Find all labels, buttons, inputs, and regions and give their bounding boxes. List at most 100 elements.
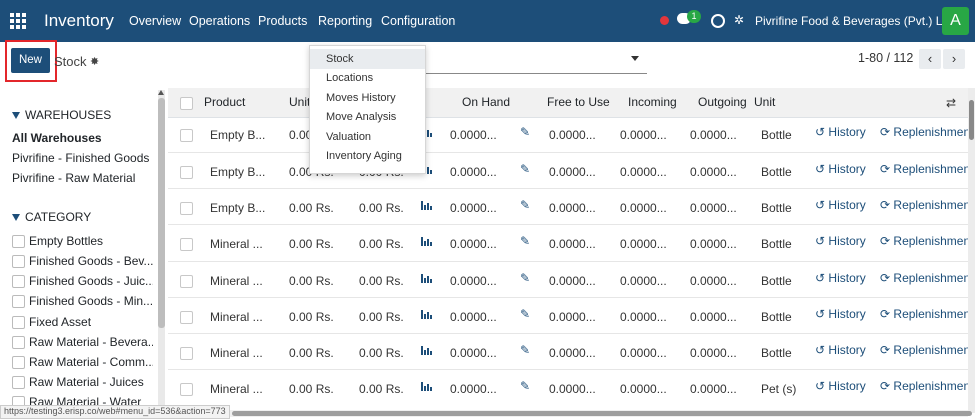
history-button[interactable]: ↺ History	[815, 162, 866, 176]
column-unit-cost[interactable]: Unit	[289, 95, 311, 109]
cell-product[interactable]: Empty B...	[210, 201, 266, 215]
chevron-down-icon[interactable]	[631, 56, 639, 61]
table-scrollbar[interactable]	[968, 88, 975, 413]
menu-item-inventory-aging[interactable]: Inventory Aging	[326, 150, 402, 162]
replenishment-button[interactable]: ⟳ Replenishmen	[880, 125, 970, 139]
row-checkbox[interactable]	[180, 275, 193, 288]
company-switcher[interactable]: Pivrifine Food & Beverages (Pvt.) Ltd.	[755, 14, 956, 28]
select-all-checkbox[interactable]	[180, 97, 193, 110]
category-item[interactable]: Raw Material - Comm...	[29, 355, 153, 369]
gear-icon[interactable]: ✸	[90, 56, 100, 68]
forecast-chart-icon[interactable]	[421, 310, 432, 319]
menu-overview[interactable]: Overview	[129, 14, 182, 28]
new-button[interactable]: New	[11, 48, 50, 73]
forecast-chart-icon[interactable]	[421, 201, 432, 210]
forecast-chart-icon[interactable]	[421, 346, 432, 355]
avatar[interactable]: A	[942, 7, 969, 35]
pager-prev-button[interactable]: ‹	[919, 49, 941, 69]
replenishment-button[interactable]: ⟳ Replenishmen	[880, 271, 970, 285]
category-checkbox[interactable]	[12, 295, 25, 308]
column-incoming[interactable]: Incoming	[628, 95, 677, 109]
sidebar-scroll-thumb[interactable]	[158, 98, 165, 328]
menu-item-moves-history[interactable]: Moves History	[326, 92, 396, 104]
row-checkbox[interactable]	[180, 166, 193, 179]
history-button[interactable]: ↺ History	[815, 343, 866, 357]
pager-value[interactable]: 1-80 / 112	[858, 51, 914, 65]
sidebar-item-all-warehouses[interactable]: All Warehouses	[12, 131, 102, 145]
category-checkbox[interactable]	[12, 336, 25, 349]
chat-icon[interactable]	[677, 13, 691, 24]
category-item[interactable]: Finished Goods - Bev...	[29, 254, 153, 268]
forecast-chart-icon[interactable]	[421, 274, 432, 283]
category-item[interactable]: Finished Goods - Min...	[29, 294, 153, 308]
scroll-up-icon[interactable]	[158, 90, 164, 95]
replenishment-button[interactable]: ⟳ Replenishmen	[880, 307, 970, 321]
app-title[interactable]: Inventory	[44, 11, 114, 30]
history-button[interactable]: ↺ History	[815, 307, 866, 321]
menu-operations[interactable]: Operations	[189, 14, 251, 28]
settings-tools-icon[interactable]: ✲	[734, 13, 745, 27]
history-button[interactable]: ↺ History	[815, 271, 866, 285]
replenishment-button[interactable]: ⟳ Replenishmen	[880, 198, 970, 212]
history-button[interactable]: ↺ History	[815, 125, 866, 139]
apps-grid-icon[interactable]	[10, 13, 26, 29]
menu-item-move-analysis[interactable]: Move Analysis	[326, 111, 397, 123]
category-checkbox[interactable]	[12, 316, 25, 329]
column-unit[interactable]: Unit	[754, 95, 776, 109]
menu-products[interactable]: Products	[258, 14, 308, 28]
menu-item-stock[interactable]: Stock	[310, 49, 425, 69]
pencil-icon[interactable]: ✎	[520, 343, 531, 357]
pencil-icon[interactable]: ✎	[520, 307, 531, 321]
category-checkbox[interactable]	[12, 255, 25, 268]
forecast-chart-icon[interactable]	[421, 382, 432, 391]
sidebar-item-raw-material[interactable]: Pivrifine - Raw Material	[12, 171, 136, 185]
pencil-icon[interactable]: ✎	[520, 198, 531, 212]
cell-product[interactable]: Empty B...	[210, 165, 266, 179]
row-checkbox[interactable]	[180, 129, 193, 142]
pager-next-button[interactable]: ›	[943, 49, 965, 69]
search-input[interactable]	[425, 73, 647, 74]
horizontal-scroll-thumb[interactable]	[232, 411, 972, 416]
row-checkbox[interactable]	[180, 311, 193, 324]
category-item[interactable]: Empty Bottles	[29, 234, 104, 248]
column-free-to-use[interactable]: Free to Use	[547, 95, 610, 109]
pencil-icon[interactable]: ✎	[520, 234, 531, 248]
forecast-chart-icon[interactable]	[421, 237, 432, 246]
menu-item-valuation[interactable]: Valuation	[326, 131, 372, 143]
table-scroll-thumb[interactable]	[969, 100, 974, 140]
category-checkbox[interactable]	[12, 356, 25, 369]
row-checkbox[interactable]	[180, 238, 193, 251]
pencil-icon[interactable]: ✎	[520, 271, 531, 285]
column-on-hand[interactable]: On Hand	[462, 95, 511, 109]
replenishment-button[interactable]: ⟳ Replenishmen	[880, 234, 970, 248]
column-outgoing[interactable]: Outgoing	[698, 95, 747, 109]
row-checkbox[interactable]	[180, 383, 193, 396]
cell-product[interactable]: Mineral ...	[210, 382, 263, 396]
menu-configuration[interactable]: Configuration	[381, 14, 456, 28]
row-checkbox[interactable]	[180, 202, 193, 215]
column-product[interactable]: Product	[204, 95, 246, 109]
row-checkbox[interactable]	[180, 347, 193, 360]
cell-product[interactable]: Empty B...	[210, 128, 266, 142]
replenishment-button[interactable]: ⟳ Replenishmen	[880, 162, 970, 176]
history-button[interactable]: ↺ History	[815, 379, 866, 393]
replenishment-button[interactable]: ⟳ Replenishmen	[880, 343, 970, 357]
replenishment-button[interactable]: ⟳ Replenishmen	[880, 379, 970, 393]
pencil-icon[interactable]: ✎	[520, 162, 531, 176]
sidebar-item-finished-goods[interactable]: Pivrifine - Finished Goods	[12, 151, 150, 165]
cell-product[interactable]: Mineral ...	[210, 274, 263, 288]
history-button[interactable]: ↺ History	[815, 198, 866, 212]
cell-product[interactable]: Mineral ...	[210, 237, 263, 251]
category-item[interactable]: Raw Material - Bevera...	[29, 335, 153, 349]
history-button[interactable]: ↺ History	[815, 234, 866, 248]
menu-item-locations[interactable]: Locations	[326, 72, 374, 84]
clock-icon[interactable]	[711, 14, 725, 28]
pencil-icon[interactable]: ✎	[520, 379, 531, 393]
category-checkbox[interactable]	[12, 376, 25, 389]
category-item[interactable]: Fixed Asset	[29, 315, 92, 329]
menu-reporting[interactable]: Reporting	[318, 14, 373, 28]
cell-product[interactable]: Mineral ...	[210, 346, 263, 360]
category-item[interactable]: Finished Goods - Juic...	[29, 274, 153, 288]
category-checkbox[interactable]	[12, 275, 25, 288]
column-settings-icon[interactable]: ⇄	[946, 96, 957, 110]
